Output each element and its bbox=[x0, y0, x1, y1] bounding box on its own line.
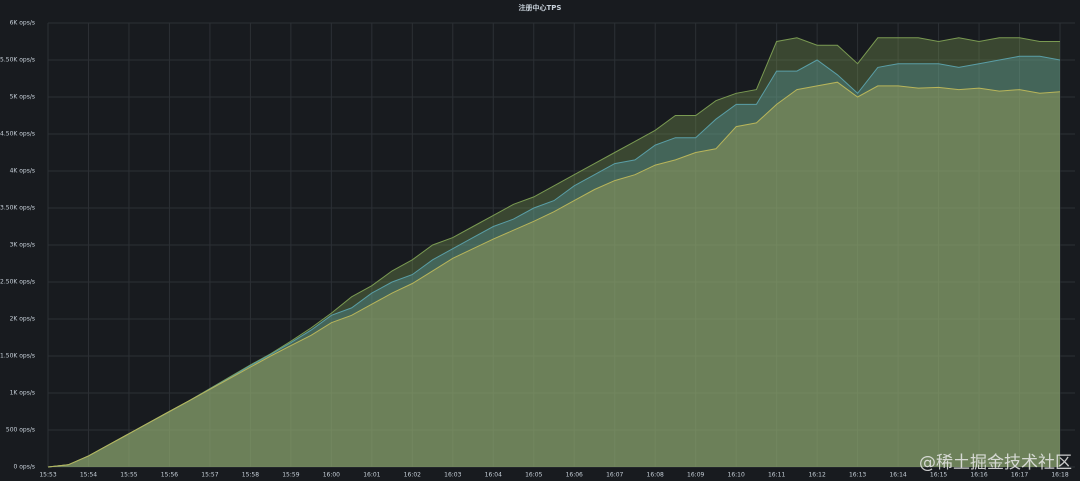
y-tick-label: 5.50K ops/s bbox=[0, 57, 35, 64]
x-tick-label: 16:15 bbox=[930, 472, 947, 479]
y-tick-label: 6K ops/s bbox=[10, 20, 35, 27]
y-tick-label: 0 ops/s bbox=[14, 464, 35, 471]
x-tick-label: 16:01 bbox=[363, 472, 380, 479]
x-tick-label: 15:54 bbox=[80, 472, 97, 479]
y-tick-label: 4K ops/s bbox=[10, 168, 35, 175]
x-tick-label: 16:03 bbox=[444, 472, 461, 479]
x-tick-label: 16:08 bbox=[647, 472, 664, 479]
x-tick-label: 16:04 bbox=[485, 472, 502, 479]
x-tick-label: 15:59 bbox=[282, 472, 299, 479]
x-tick-label: 15:56 bbox=[161, 472, 178, 479]
x-tick-label: 16:12 bbox=[808, 472, 825, 479]
y-tick-label: 2.50K ops/s bbox=[0, 279, 35, 286]
line bbox=[47, 81, 1061, 468]
y-tick-label: 500 ops/s bbox=[6, 427, 35, 434]
y-tick-label: 3K ops/s bbox=[10, 242, 35, 249]
x-tick-label: 16:11 bbox=[768, 472, 785, 479]
x-tick-label: 16:02 bbox=[404, 472, 421, 479]
x-tick-label: 15:57 bbox=[201, 472, 218, 479]
x-tick-label: 16:14 bbox=[889, 472, 906, 479]
area bbox=[48, 37, 1060, 468]
x-tick-label: 15:58 bbox=[242, 472, 259, 479]
x-tick-label: 16:10 bbox=[728, 472, 745, 479]
watermark: @稀土掘金技术社区 bbox=[919, 453, 1072, 473]
area bbox=[48, 56, 1060, 468]
x-tick-label: 16:09 bbox=[687, 472, 704, 479]
x-tick-label: 15:55 bbox=[120, 472, 137, 479]
y-tick-label: 1.50K ops/s bbox=[0, 353, 35, 360]
x-tick-label: 16:05 bbox=[525, 472, 542, 479]
x-tick-label: 16:07 bbox=[606, 472, 623, 479]
y-tick-label: 4.50K ops/s bbox=[0, 131, 35, 138]
x-tick-label: 16:17 bbox=[1011, 472, 1028, 479]
x-tick-label: 15:53 bbox=[39, 472, 56, 479]
x-tick-label: 16:06 bbox=[566, 472, 583, 479]
y-tick-label: 5K ops/s bbox=[10, 94, 35, 101]
y-tick-label: 3.50K ops/s bbox=[0, 205, 35, 212]
x-tick-label: 16:13 bbox=[849, 472, 866, 479]
x-tick-label: 16:16 bbox=[970, 472, 987, 479]
y-tick-label: 2K ops/s bbox=[10, 316, 35, 323]
chart-title: 注册中心TPS bbox=[519, 3, 562, 12]
x-tick-label: 16:00 bbox=[323, 472, 340, 479]
area bbox=[48, 82, 1060, 467]
x-tick-label: 16:18 bbox=[1051, 472, 1068, 479]
y-tick-label: 1K ops/s bbox=[10, 390, 35, 397]
